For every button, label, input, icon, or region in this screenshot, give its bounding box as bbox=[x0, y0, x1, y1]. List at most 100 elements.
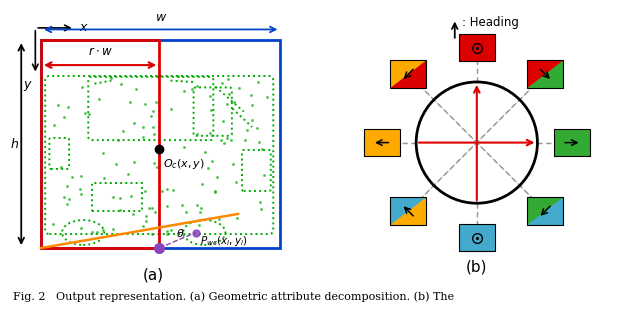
Text: (b): (b) bbox=[466, 260, 488, 275]
Point bbox=[247, 103, 257, 108]
Point bbox=[227, 162, 237, 166]
Point bbox=[141, 218, 151, 223]
Point bbox=[222, 136, 232, 141]
Text: $r \cdot w$: $r \cdot w$ bbox=[88, 45, 113, 58]
Point bbox=[113, 137, 124, 142]
Point bbox=[262, 95, 272, 100]
Point bbox=[252, 126, 262, 131]
Point bbox=[154, 152, 164, 157]
Point bbox=[162, 228, 172, 233]
Point bbox=[253, 79, 264, 84]
Point bbox=[218, 140, 228, 145]
Point bbox=[206, 107, 216, 112]
Point bbox=[166, 107, 176, 112]
Point bbox=[216, 138, 226, 143]
Point bbox=[92, 229, 102, 234]
Point bbox=[106, 76, 116, 81]
Text: $\theta$: $\theta$ bbox=[176, 227, 185, 239]
Polygon shape bbox=[390, 60, 426, 88]
Point bbox=[197, 182, 207, 187]
Point bbox=[165, 228, 175, 232]
Point bbox=[52, 103, 63, 108]
Bar bbox=[390, 60, 426, 88]
Point bbox=[255, 200, 265, 205]
Polygon shape bbox=[527, 60, 563, 88]
Point bbox=[196, 206, 207, 211]
Point bbox=[205, 94, 215, 99]
Point bbox=[62, 184, 72, 188]
Point bbox=[61, 201, 72, 206]
Point bbox=[63, 105, 73, 110]
Point bbox=[180, 210, 191, 215]
Point bbox=[59, 114, 69, 119]
Point bbox=[150, 209, 160, 214]
Point bbox=[195, 210, 205, 215]
Point bbox=[257, 147, 268, 152]
Point bbox=[194, 223, 204, 228]
Point bbox=[76, 187, 86, 192]
Point bbox=[87, 229, 97, 234]
Bar bbox=[41, 40, 280, 248]
Point bbox=[218, 81, 228, 86]
Point bbox=[76, 192, 86, 197]
Bar bbox=[390, 60, 426, 88]
Point bbox=[247, 117, 257, 122]
Point bbox=[110, 162, 120, 167]
Point bbox=[226, 137, 236, 142]
Point bbox=[140, 188, 150, 193]
Point bbox=[256, 206, 266, 211]
Point bbox=[115, 207, 125, 212]
Point bbox=[205, 131, 215, 135]
Point bbox=[168, 188, 178, 193]
Point bbox=[138, 125, 148, 130]
Bar bbox=[527, 197, 563, 225]
Point bbox=[94, 97, 104, 102]
Point bbox=[123, 171, 133, 176]
Point bbox=[47, 222, 58, 227]
Point bbox=[49, 123, 59, 128]
Point bbox=[147, 206, 157, 211]
Point bbox=[162, 232, 172, 237]
Point bbox=[177, 202, 188, 207]
Text: Fig. 2   Output representation. (a) Geometric attribute decomposition. (b) The: Fig. 2 Output representation. (a) Geomet… bbox=[13, 291, 454, 302]
Point bbox=[76, 226, 86, 231]
Point bbox=[179, 144, 189, 149]
Point bbox=[210, 189, 220, 194]
Bar bbox=[459, 34, 495, 61]
Bar bbox=[554, 129, 590, 156]
Point bbox=[207, 159, 218, 164]
Point bbox=[259, 172, 269, 177]
Point bbox=[152, 74, 162, 79]
Point bbox=[231, 180, 241, 185]
Polygon shape bbox=[390, 197, 426, 225]
Text: $P_{wc}(x_i, y_i)$: $P_{wc}(x_i, y_i)$ bbox=[200, 234, 248, 248]
Point bbox=[191, 84, 202, 89]
Point bbox=[152, 164, 162, 169]
Point bbox=[218, 118, 228, 123]
Point bbox=[108, 227, 118, 232]
Bar bbox=[364, 129, 399, 156]
Point bbox=[145, 113, 156, 118]
Text: $h$: $h$ bbox=[10, 137, 19, 151]
Point bbox=[232, 216, 242, 221]
Point bbox=[67, 175, 77, 180]
Polygon shape bbox=[527, 197, 563, 225]
Point bbox=[242, 127, 252, 132]
Point bbox=[64, 197, 74, 202]
Point bbox=[79, 110, 90, 115]
Point bbox=[223, 92, 234, 97]
Point bbox=[234, 85, 244, 90]
Point bbox=[115, 196, 125, 201]
Point bbox=[76, 174, 86, 179]
Point bbox=[147, 231, 157, 236]
Point bbox=[60, 194, 70, 199]
Point bbox=[129, 121, 139, 126]
Point bbox=[138, 135, 148, 140]
Point bbox=[239, 137, 250, 142]
Point bbox=[127, 211, 138, 216]
Point bbox=[192, 203, 202, 208]
Point bbox=[148, 125, 159, 130]
Point bbox=[143, 206, 154, 211]
Text: $y$: $y$ bbox=[24, 79, 33, 93]
Point bbox=[116, 82, 126, 86]
